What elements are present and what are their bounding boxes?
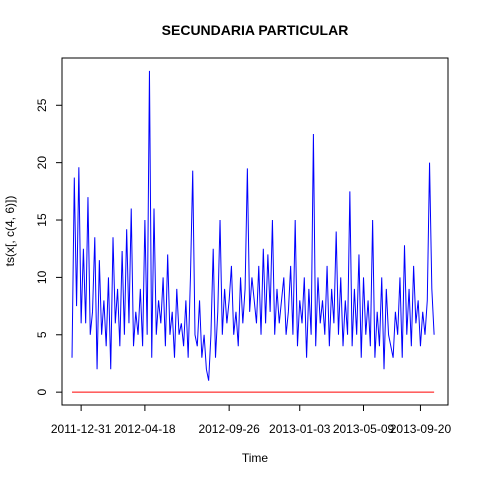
- y-tick-label: 15: [35, 213, 49, 227]
- x-tick-label: 2013-05-09: [333, 422, 395, 436]
- y-tick-label: 25: [35, 98, 49, 112]
- x-tick-label: 2013-01-03: [269, 422, 331, 436]
- plot-box: [61, 57, 449, 406]
- x-tick-label: 2012-04-18: [114, 422, 176, 436]
- x-axis-label: Time: [242, 451, 269, 465]
- x-tick-label: 2013-09-20: [390, 422, 452, 436]
- y-axis-label: ts(x[, c(4, 6)]): [3, 196, 17, 267]
- y-tick-label: 10: [35, 270, 49, 284]
- chart-title: SECUNDARIA PARTICULAR: [162, 22, 349, 38]
- series-line: [71, 70, 435, 381]
- y-tick-label: 0: [35, 388, 49, 395]
- y-tick-label: 20: [35, 156, 49, 170]
- x-tick-label: 2011-12-31: [51, 422, 112, 436]
- y-tick-label: 5: [35, 331, 49, 338]
- x-tick-label: 2012-09-26: [198, 422, 260, 436]
